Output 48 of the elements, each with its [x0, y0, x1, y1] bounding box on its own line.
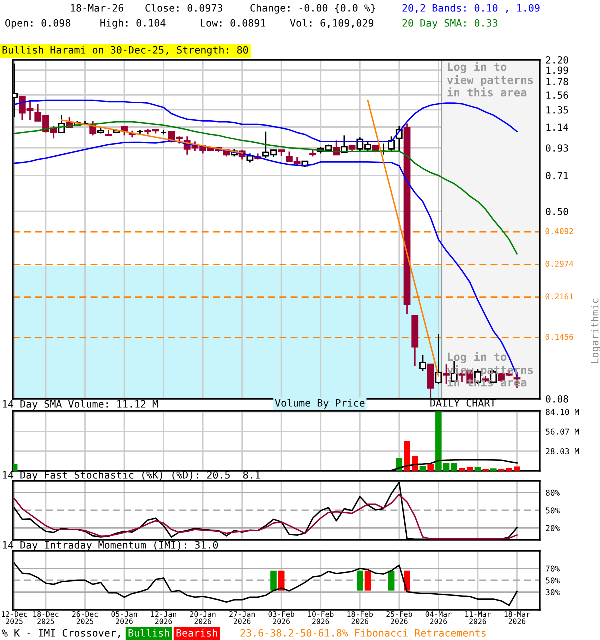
- y-tick-label: 0.50: [546, 208, 568, 216]
- text: Vol: 6,109,029: [290, 19, 374, 28]
- text: Change: -0.00 {0.0 %}: [250, 4, 376, 14]
- y-tick-label: 50%: [546, 578, 560, 584]
- y-tick-label: 1.56: [546, 92, 568, 100]
- y-tick-label: 1.78: [546, 78, 568, 86]
- y-tick-label: 30%: [546, 589, 560, 596]
- chart-title: 14 Day Fast Stochastic (%K) (%D): 20.5 8.1: [3, 471, 260, 481]
- chart-title: Bullish Harami on 30-Dec-25, Strength: 80: [2, 46, 248, 56]
- bar: [420, 466, 426, 471]
- line-series: [14, 121, 518, 255]
- text: 20,2 Bands: 0.10 , 1.09: [402, 4, 540, 14]
- y-tick-label: 84.10 M: [546, 409, 580, 416]
- y-tick-label: 0.71: [546, 172, 568, 180]
- text: Close: 0.0973: [146, 4, 223, 12]
- line-series: [14, 494, 518, 540]
- text: Bullish: [128, 629, 170, 637]
- text: DAILY CHART: [430, 399, 496, 407]
- y-tick-label: 1.99: [546, 66, 568, 74]
- bar: [474, 467, 482, 471]
- y-tick-label: 0.93: [546, 144, 568, 152]
- text: Low: 0.0891: [201, 19, 266, 27]
- text: Bearish: [176, 629, 218, 637]
- candlestick: [427, 364, 434, 399]
- chart-title: 14 Day SMA Volume: 11.12 M: [3, 400, 158, 410]
- y-tick-label: 1.14: [546, 124, 569, 131]
- text: Open: 0.098: [6, 19, 71, 29]
- y-tick-label: 56.07 M: [546, 428, 580, 435]
- y-tick-label: 80%: [546, 490, 560, 496]
- annotation: Log in to view patterns in this area: [447, 62, 534, 97]
- text: High: 0.104: [100, 19, 166, 29]
- candlestick: [420, 354, 426, 372]
- y-tick-label: 0.08: [546, 396, 568, 403]
- y-tick-label: 28.03 M: [546, 448, 580, 455]
- y-tick-label: 20%: [546, 525, 560, 532]
- y-tick-label: 50%: [546, 508, 560, 514]
- y-tick-label: 2.20: [546, 56, 568, 64]
- text: Volume By Price: [275, 399, 365, 409]
- text: 20 Day SMA: 0.33: [402, 19, 498, 29]
- bar: [428, 464, 434, 471]
- text: % K - IMI Crossover,: [2, 629, 120, 638]
- y-tick-label: 1.35: [546, 106, 568, 114]
- y-tick-label: 70%: [546, 566, 560, 572]
- candlestick: [388, 136, 396, 152]
- text: 18-Mar-26: [71, 4, 124, 12]
- bar: [451, 463, 458, 471]
- chart-title: 14 Day Intraday Momentum (IMI): 31.0: [3, 541, 218, 551]
- text: 23.6-38.2-50-61.8% Fibonacci Retracements: [240, 629, 486, 637]
